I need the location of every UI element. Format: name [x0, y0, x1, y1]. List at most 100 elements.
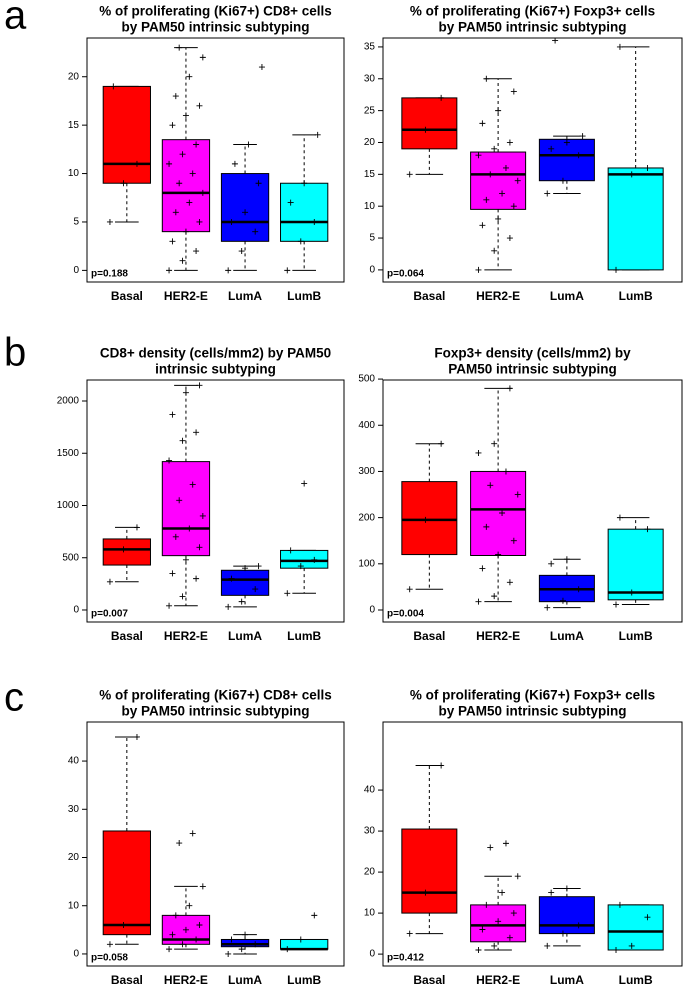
y-tick-label: 400	[358, 420, 375, 431]
data-point	[495, 107, 502, 114]
data-point	[287, 199, 294, 206]
plot-frame	[86, 379, 345, 623]
p-value: p=0.007	[91, 609, 128, 620]
data-point	[199, 54, 206, 61]
data-point	[182, 228, 189, 235]
data-point	[475, 449, 482, 456]
box	[470, 470, 527, 556]
data-point	[616, 43, 623, 50]
data-point	[106, 218, 113, 225]
data-point	[186, 902, 193, 909]
data-point	[499, 889, 506, 896]
data-point	[644, 526, 651, 533]
chart-title: % of proliferating (Ki67+) CD8+ cells	[99, 688, 332, 703]
p-value: p=0.064	[387, 269, 424, 280]
y-tick-label: 10	[364, 908, 376, 919]
y-tick-label: 20	[68, 71, 80, 82]
data-point	[575, 922, 582, 929]
data-point	[189, 170, 196, 177]
data-point	[133, 524, 140, 531]
data-point	[438, 94, 445, 101]
panel-label: b	[4, 331, 26, 375]
data-point	[510, 910, 517, 917]
data-point	[252, 228, 259, 235]
data-point	[422, 516, 429, 523]
x-tick-label: LumA	[228, 973, 262, 987]
data-point	[284, 590, 291, 597]
box	[607, 167, 664, 271]
data-point	[479, 222, 486, 229]
chart-title: Foxp3+ density (cells/mm2) by	[434, 346, 631, 361]
x-tick-label: Basal	[111, 629, 143, 643]
data-point	[186, 525, 193, 532]
y-tick-label: 10	[364, 201, 376, 212]
box	[161, 139, 211, 233]
data-point	[644, 914, 651, 921]
data-point	[613, 266, 620, 273]
y-tick-label: 2000	[57, 396, 80, 407]
x-tick-label: HER2-E	[164, 289, 208, 303]
data-point	[483, 523, 490, 530]
y-tick-label: 0	[73, 949, 79, 960]
y-tick-label: 40	[364, 785, 376, 796]
y-tick-label: 500	[62, 552, 79, 563]
data-point	[120, 546, 127, 553]
p-value: p=0.188	[91, 269, 128, 280]
data-point	[499, 190, 506, 197]
data-point	[228, 936, 235, 943]
data-point	[544, 942, 551, 949]
data-point	[255, 563, 262, 570]
data-point	[495, 215, 502, 222]
box	[220, 569, 270, 596]
data-point	[311, 912, 318, 919]
data-point	[548, 889, 555, 896]
data-point	[506, 579, 513, 586]
y-tick-label: 20	[364, 137, 376, 148]
data-point	[238, 248, 245, 255]
data-point	[182, 556, 189, 563]
plot-frame	[382, 37, 683, 283]
data-point	[438, 440, 445, 447]
data-point	[475, 947, 482, 954]
x-tick-label: LumB	[619, 289, 653, 303]
data-point	[544, 190, 551, 197]
box	[538, 138, 595, 182]
chart-title: % of proliferating (Ki67+) Foxp3+ cells	[410, 4, 655, 19]
data-point	[169, 570, 176, 577]
data-point	[242, 565, 249, 572]
chart-title: % of proliferating (Ki67+) Foxp3+ cells	[410, 688, 655, 703]
data-point	[189, 830, 196, 837]
chart-title: by PAM50 intrinsic subtyping	[438, 704, 626, 719]
data-point	[563, 139, 570, 146]
data-point	[616, 514, 623, 521]
data-point	[479, 120, 486, 127]
box	[102, 85, 151, 184]
x-tick-label: Basal	[413, 973, 445, 987]
data-point	[475, 266, 482, 273]
data-point	[506, 139, 513, 146]
data-point	[479, 926, 486, 933]
data-point	[196, 382, 203, 389]
y-tick-label: 5	[73, 217, 79, 228]
x-tick-label: Basal	[111, 973, 143, 987]
y-tick-label: 0	[369, 949, 375, 960]
data-point	[169, 122, 176, 129]
data-point	[255, 180, 262, 187]
data-point	[422, 126, 429, 133]
y-tick-label: 0	[73, 265, 79, 276]
data-point	[193, 936, 200, 943]
data-point	[575, 586, 582, 593]
p-value: p=0.412	[387, 953, 424, 964]
box	[470, 151, 527, 210]
y-tick-label: 30	[364, 826, 376, 837]
data-point	[106, 941, 113, 948]
data-point	[628, 589, 635, 596]
y-tick-label: 35	[364, 42, 376, 53]
data-point	[297, 563, 304, 570]
data-point	[228, 218, 235, 225]
y-tick-label: 20	[68, 852, 80, 863]
data-point	[475, 598, 482, 605]
data-point	[301, 480, 308, 487]
chart-title: intrinsic subtyping	[155, 362, 276, 377]
